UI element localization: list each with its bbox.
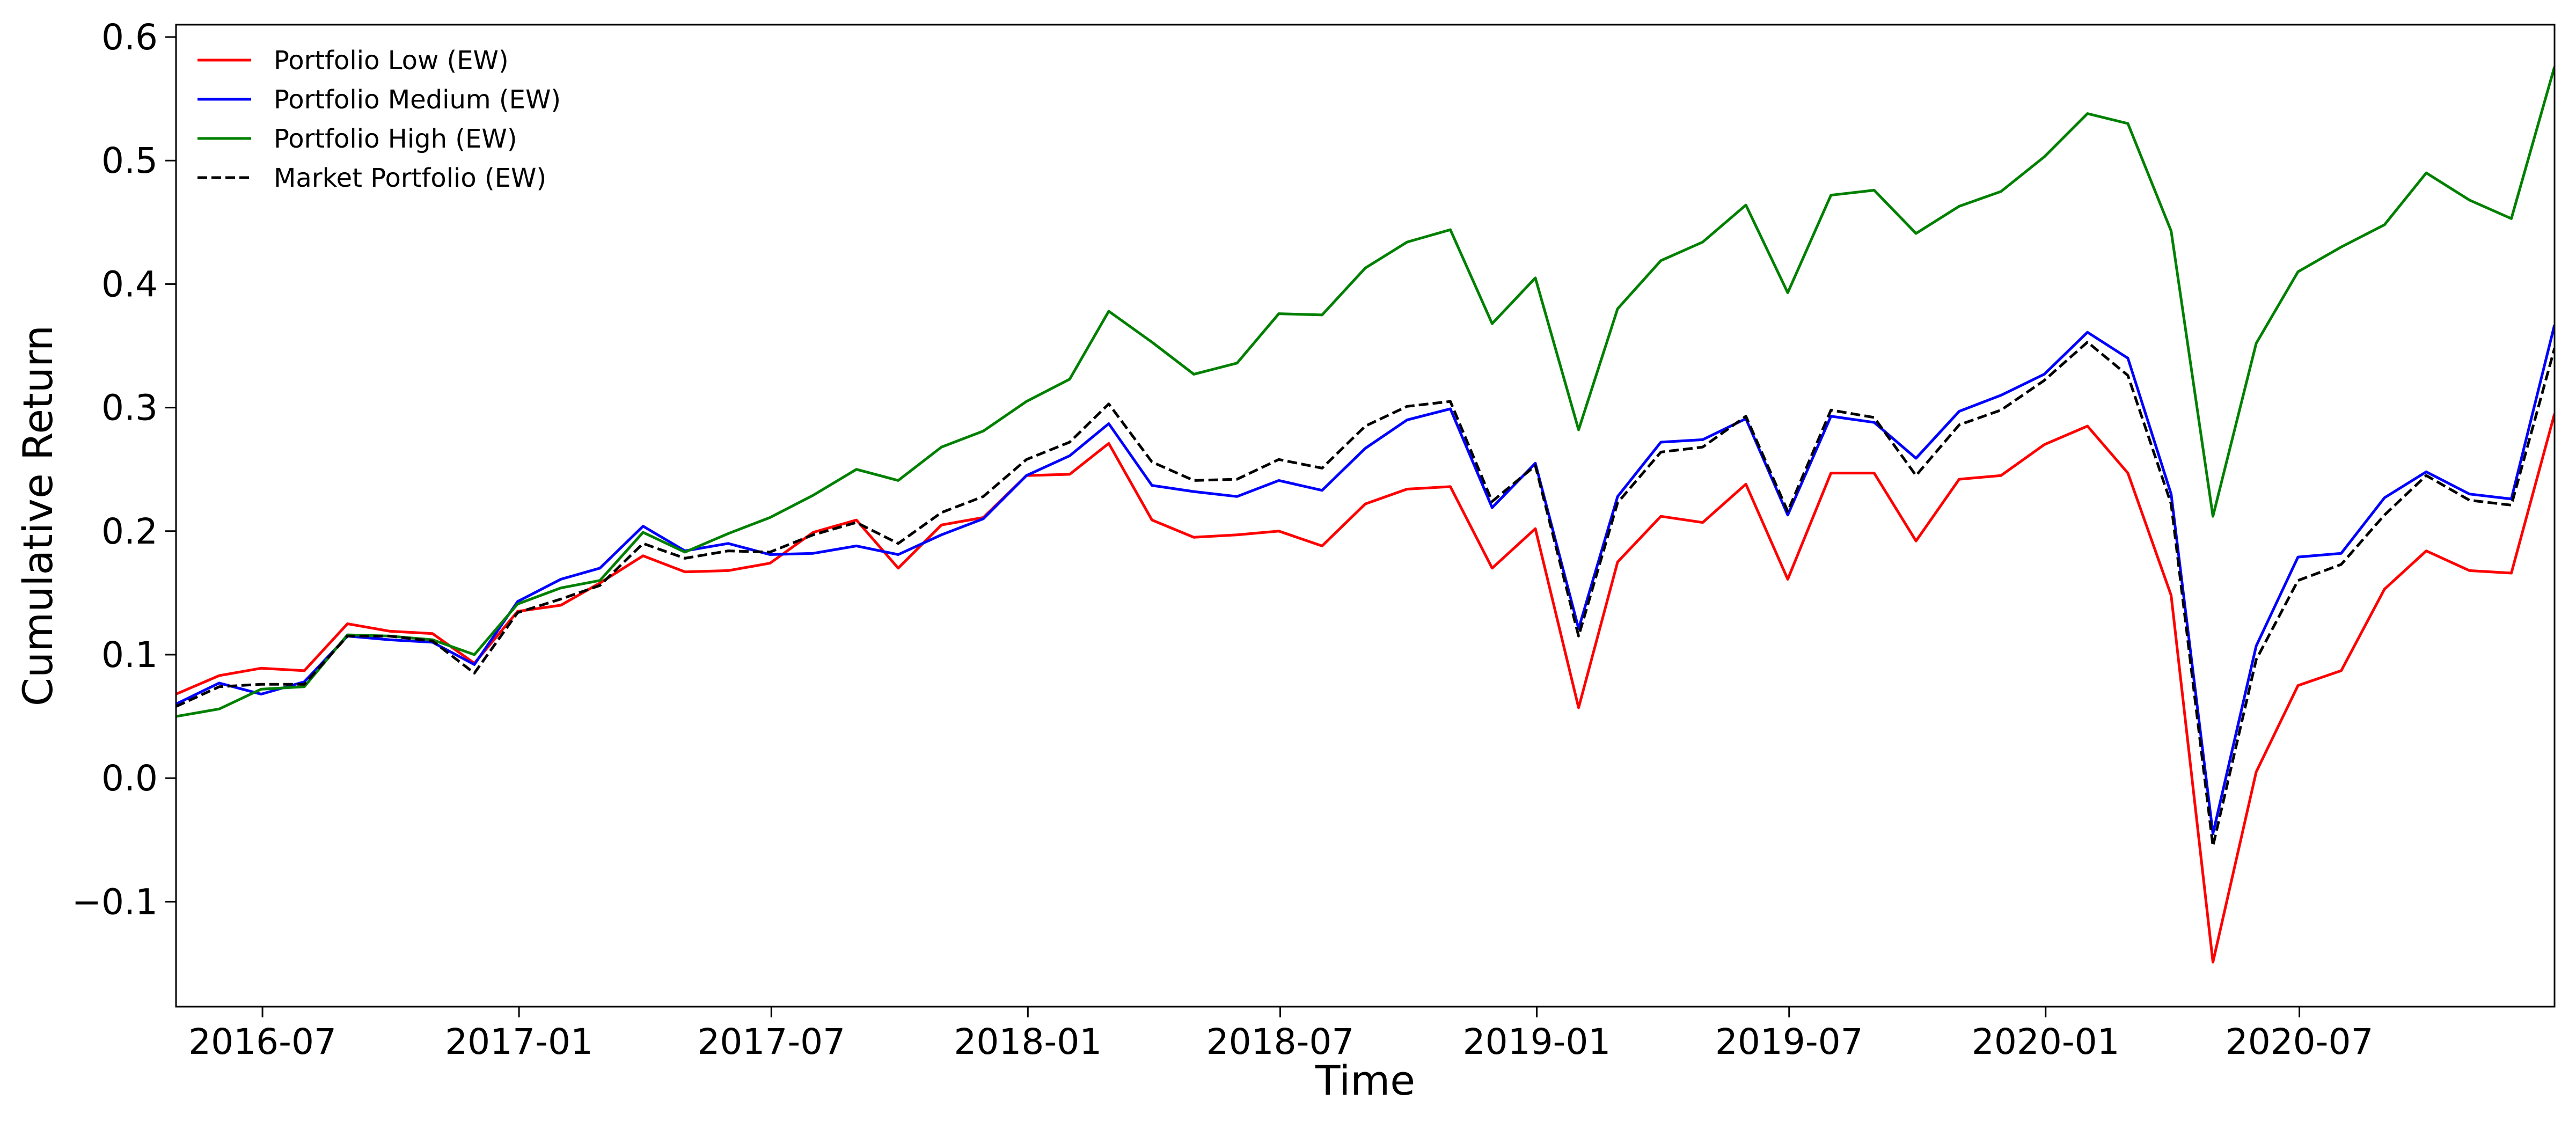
y-axis: −0.1 0.0 0.1 0.2 0.3 0.4 0.5 0.6	[72, 17, 176, 922]
x-tick-label: 2019-01	[1463, 1021, 1611, 1062]
y-tick-label: −0.1	[72, 881, 158, 922]
x-tick-label: 2016-07	[188, 1021, 336, 1062]
x-tick-label: 2017-01	[445, 1021, 593, 1062]
y-axis-label: Cumulative Return	[14, 325, 62, 706]
y-tick-label: 0.0	[101, 758, 158, 799]
y-tick-label: 0.4	[101, 263, 158, 305]
x-axis: 2016-07 2017-01 2017-07 2018-01 2018-07 2019-…	[188, 1007, 2373, 1062]
legend: Portfolio Low (EW) Portfolio Medium (EW) P…	[197, 46, 561, 193]
x-axis-label: Time	[1315, 1057, 1415, 1104]
x-tick-label: 2017-07	[697, 1021, 845, 1062]
legend-label-portfolio-medium-ew: Portfolio Medium (EW)	[274, 85, 561, 115]
x-tick-label: 2018-01	[954, 1021, 1102, 1062]
y-tick-label: 0.5	[101, 140, 158, 181]
x-tick-label: 2018-07	[1206, 1021, 1355, 1062]
x-tick-label: 2019-07	[1715, 1021, 1863, 1062]
y-tick-label: 0.3	[101, 387, 158, 429]
series-line-portfolio-medium-ew	[176, 324, 2555, 835]
y-tick-label: 0.6	[101, 17, 158, 58]
series-line-portfolio-low-ew	[176, 413, 2555, 964]
plot-frame	[175, 24, 2556, 1008]
series-line-portfolio-high-ew	[176, 66, 2555, 718]
x-tick-label: 2020-01	[1972, 1021, 2120, 1062]
series-line-market-portfolio-ew	[176, 341, 2555, 848]
legend-label-portfolio-low-ew: Portfolio Low (EW)	[274, 46, 509, 76]
y-tick-label: 0.1	[101, 634, 158, 676]
legend-label-market-portfolio-ew: Market Portfolio (EW)	[274, 163, 546, 193]
series-layer	[176, 66, 2555, 964]
legend-label-portfolio-high-ew: Portfolio High (EW)	[274, 124, 517, 154]
y-tick-label: 0.2	[101, 511, 158, 552]
x-tick-label: 2020-07	[2226, 1021, 2374, 1062]
